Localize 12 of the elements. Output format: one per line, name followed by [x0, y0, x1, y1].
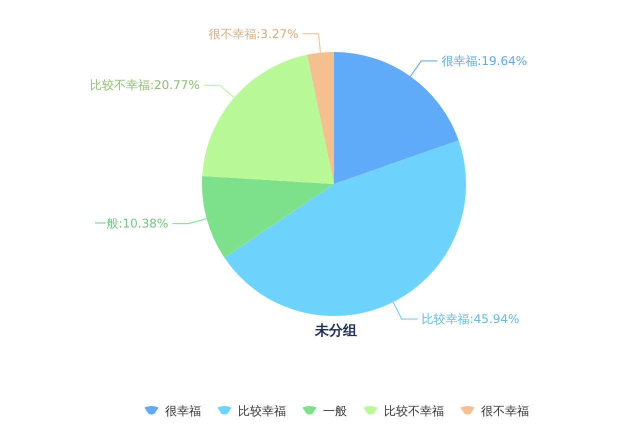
- data-label: 很不幸福:3.27%: [208, 26, 299, 41]
- data-label: 一般:10.38%: [94, 216, 168, 231]
- text: 未分组: [314, 323, 357, 339]
- legend-label: 比较幸福: [238, 404, 286, 418]
- data-label: 比较幸福:45.94%: [422, 312, 520, 326]
- legend-label: 一般: [323, 404, 347, 418]
- data-label: 很幸福:19.64%: [441, 54, 528, 68]
- legend-label: 很幸福: [165, 404, 201, 418]
- data-label: 比较不幸福:20.77%: [90, 78, 200, 92]
- legend-label: 比较不幸福: [384, 404, 444, 418]
- legend-label: 很不幸福: [481, 404, 529, 418]
- pie-slice: [202, 54, 334, 184]
